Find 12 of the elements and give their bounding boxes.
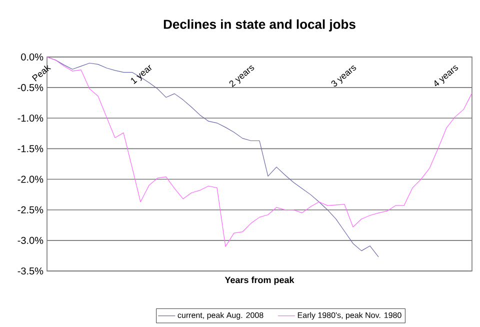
y-tick-label: 0.0% <box>21 53 44 61</box>
legend-label: Early 1980's, peak Nov. 1980 <box>298 312 402 320</box>
y-tick-label: -1.5% <box>18 145 44 152</box>
legend-label: current, peak Aug. 2008 <box>178 312 264 320</box>
chart-title: Declines in state and local jobs <box>164 19 356 32</box>
y-tick-label: -1.0% <box>18 114 44 122</box>
y-tick-label: -3.0% <box>18 236 44 244</box>
y-tick-label: -2.5% <box>18 206 44 214</box>
y-tick-label: -2.0% <box>18 176 44 183</box>
y-tick-label: -0.5% <box>18 84 44 92</box>
y-tick-label: -3.5% <box>18 267 44 275</box>
x-axis-title: Years from peak <box>224 276 294 285</box>
